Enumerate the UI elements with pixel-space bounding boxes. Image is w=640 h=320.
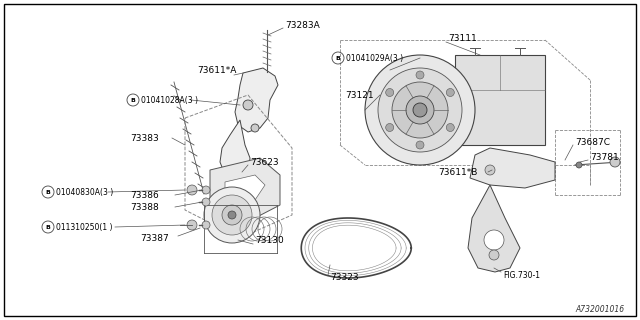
Circle shape bbox=[204, 187, 260, 243]
Circle shape bbox=[187, 220, 197, 230]
Text: 01041028A(3 ): 01041028A(3 ) bbox=[141, 95, 198, 105]
Circle shape bbox=[251, 124, 259, 132]
Text: 73611*A: 73611*A bbox=[197, 66, 236, 75]
Text: B: B bbox=[335, 55, 340, 60]
Polygon shape bbox=[220, 120, 250, 180]
Circle shape bbox=[365, 55, 475, 165]
Circle shape bbox=[484, 230, 504, 250]
Text: 011310250(1 ): 011310250(1 ) bbox=[56, 222, 113, 231]
Polygon shape bbox=[468, 185, 520, 272]
Text: 73383: 73383 bbox=[130, 133, 159, 142]
Polygon shape bbox=[210, 158, 280, 218]
Circle shape bbox=[446, 124, 454, 132]
Circle shape bbox=[202, 198, 210, 206]
Text: 73386: 73386 bbox=[130, 190, 159, 199]
Text: 73130: 73130 bbox=[255, 236, 284, 244]
Text: 01041029A(3 ): 01041029A(3 ) bbox=[346, 53, 403, 62]
Text: 73611*B: 73611*B bbox=[438, 167, 477, 177]
Circle shape bbox=[386, 124, 394, 132]
Circle shape bbox=[212, 195, 252, 235]
Text: 73388: 73388 bbox=[130, 203, 159, 212]
Circle shape bbox=[406, 96, 434, 124]
Text: FIG.730-1: FIG.730-1 bbox=[503, 270, 540, 279]
Circle shape bbox=[416, 71, 424, 79]
Text: 73387: 73387 bbox=[140, 234, 169, 243]
Circle shape bbox=[416, 141, 424, 149]
Polygon shape bbox=[455, 55, 545, 145]
Text: 73781: 73781 bbox=[590, 153, 619, 162]
Text: 73111: 73111 bbox=[448, 34, 477, 43]
Circle shape bbox=[386, 89, 394, 97]
Text: 73623: 73623 bbox=[250, 157, 278, 166]
Text: 73323: 73323 bbox=[330, 274, 358, 283]
Text: B: B bbox=[45, 189, 51, 195]
Circle shape bbox=[489, 250, 499, 260]
Text: 73121: 73121 bbox=[345, 91, 374, 100]
Circle shape bbox=[446, 89, 454, 97]
Text: B: B bbox=[131, 98, 136, 102]
Text: 73687C: 73687C bbox=[575, 138, 610, 147]
Circle shape bbox=[202, 186, 210, 194]
Polygon shape bbox=[235, 68, 278, 132]
Text: 73283A: 73283A bbox=[285, 20, 320, 29]
Circle shape bbox=[392, 82, 448, 138]
Circle shape bbox=[413, 103, 427, 117]
Circle shape bbox=[202, 221, 210, 229]
Circle shape bbox=[187, 185, 197, 195]
Text: A732001016: A732001016 bbox=[575, 306, 624, 315]
Polygon shape bbox=[470, 148, 555, 188]
Circle shape bbox=[610, 157, 620, 167]
Circle shape bbox=[378, 68, 462, 152]
Circle shape bbox=[243, 100, 253, 110]
Circle shape bbox=[222, 205, 242, 225]
Polygon shape bbox=[225, 175, 265, 200]
Circle shape bbox=[485, 165, 495, 175]
Text: 01040830A(3 ): 01040830A(3 ) bbox=[56, 188, 113, 196]
Circle shape bbox=[228, 211, 236, 219]
Circle shape bbox=[576, 162, 582, 168]
Text: B: B bbox=[45, 225, 51, 229]
